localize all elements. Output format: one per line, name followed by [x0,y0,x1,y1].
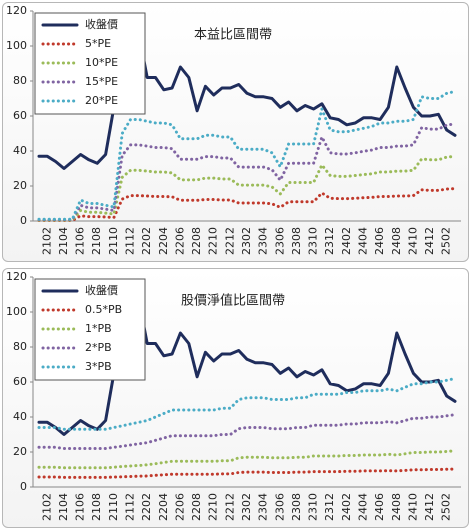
x-tick-label: 2408 [390,227,403,255]
x-tick-label: 2404 [356,227,369,255]
y-tick-label: 80 [13,340,27,353]
x-tick-label: 2212 [223,227,236,255]
y-tick-label: 40 [13,410,27,423]
x-tick-label: 2108 [90,493,103,521]
x-tick-label: 2110 [107,493,120,521]
y-tick-label: 20 [13,445,27,458]
x-tick-label: 2304 [257,493,270,521]
series-line [37,413,457,450]
chart-panel: 0 20 40 60 80 100 120 2102 2104 2106 2108 2110 2112 2… [2,268,469,528]
y-tick-label: 100 [6,39,27,52]
legend-label: 收盤價 [85,283,118,297]
y-tick-label: 60 [13,375,27,388]
x-tick-label: 2306 [273,493,286,521]
x-tick-label: 2306 [273,227,286,255]
x-tick-label: 2308 [290,227,303,255]
y-tick-label: 40 [13,144,27,157]
y-tick-label: 60 [13,109,27,122]
series-line [37,154,457,222]
x-tick-label: 2204 [157,227,170,255]
x-tick-label: 2412 [423,227,436,255]
x-tick-label: 2410 [406,493,419,521]
x-tick-label: 2312 [323,493,336,521]
x-tick-label: 2106 [74,493,87,521]
legend-label: 20*PE [85,94,118,107]
x-tick-label: 2502 [440,493,453,521]
x-tick-label: 2408 [390,493,403,521]
x-tick-label: 2112 [124,493,137,521]
x-tick-label: 2402 [340,227,353,255]
legend-label: 2*PB [85,341,112,354]
x-tick-label: 2402 [340,493,353,521]
x-tick-label: 2308 [290,493,303,521]
x-tick-label: 2208 [190,227,203,255]
y-tick-label: 120 [6,4,27,17]
legend-label: 0.5*PB [85,303,122,316]
y-tick-label: 120 [6,270,27,283]
x-tick-label: 2206 [173,493,186,521]
x-tick-label: 2310 [307,227,320,255]
legend-label: 1*PB [85,322,112,335]
x-tick-label: 2210 [207,227,220,255]
x-tick-label: 2102 [40,493,53,521]
y-tick-label: 20 [13,179,27,192]
x-tick-label: 2102 [40,227,53,255]
series-line [37,291,457,436]
x-tick-label: 2104 [57,493,70,521]
x-tick-label: 2202 [140,227,153,255]
x-tick-label: 2104 [57,227,70,255]
x-tick-label: 2206 [173,227,186,255]
x-tick-label: 2112 [124,227,137,255]
x-tick-label: 2202 [140,493,153,521]
x-tick-label: 2312 [323,227,336,255]
chart-title: 股價淨值比區間帶 [181,293,285,309]
legend-label: 3*PB [85,360,112,373]
series-line [37,467,457,479]
x-tick-label: 2212 [223,493,236,521]
chart-panel: 0 20 40 60 80 100 120 2102 2104 2106 2108 2110 2112 2… [2,2,469,262]
y-tick-label: 0 [20,214,27,227]
x-tick-label: 2412 [423,493,436,521]
legend-label: 15*PE [85,75,118,88]
series-line [37,449,457,470]
x-tick-label: 2302 [240,227,253,255]
x-tick-label: 2404 [356,493,369,521]
legend-label: 收盤價 [85,17,118,31]
x-tick-label: 2204 [157,493,170,521]
x-tick-label: 2210 [207,493,220,521]
y-tick-label: 100 [6,305,27,318]
legend-label: 10*PE [85,56,118,69]
series-line [37,25,457,170]
x-tick-label: 2502 [440,227,453,255]
series-line [37,187,457,222]
chart-title: 本益比區間帶 [194,28,272,43]
y-tick-label: 80 [13,74,27,87]
x-tick-label: 2406 [373,227,386,255]
x-tick-label: 2208 [190,493,203,521]
x-tick-label: 2106 [74,227,87,255]
x-tick-label: 2310 [307,493,320,521]
x-tick-label: 2302 [240,493,253,521]
x-tick-label: 2108 [90,227,103,255]
x-tick-label: 2406 [373,493,386,521]
y-tick-label: 0 [20,480,27,493]
x-tick-label: 2410 [406,227,419,255]
legend-label: 5*PE [85,37,111,50]
x-tick-label: 2304 [257,227,270,255]
series-line [37,377,457,431]
series-line [37,90,457,221]
series-line [37,122,457,222]
x-tick-label: 2110 [107,227,120,255]
